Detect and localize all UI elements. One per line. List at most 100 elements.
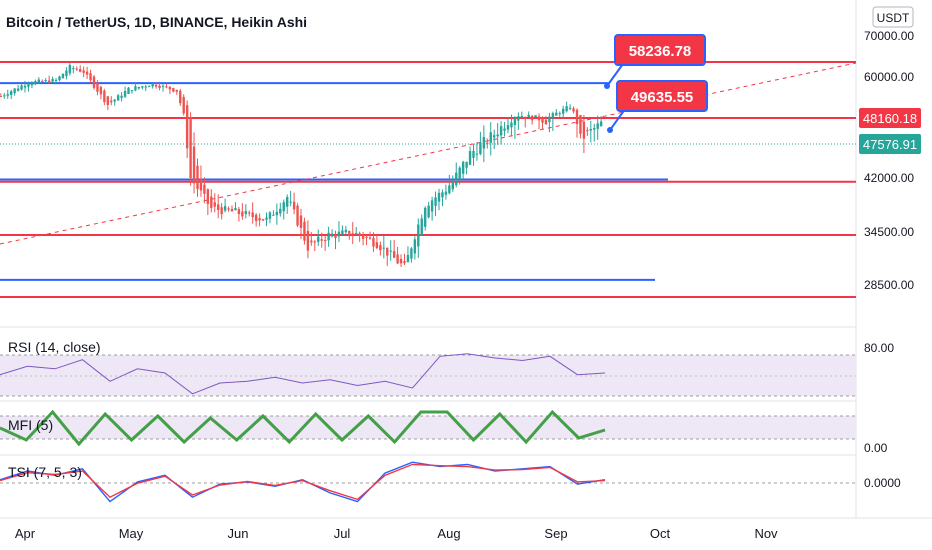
candle — [244, 211, 247, 214]
candle — [261, 219, 265, 221]
candle — [323, 239, 327, 241]
x-tick-may: May — [119, 526, 144, 541]
mfi-line — [0, 409, 606, 447]
trend-line[interactable] — [0, 62, 857, 245]
candle — [524, 116, 527, 118]
candle — [499, 126, 503, 136]
callout-upper[interactable]: 58236.78 — [604, 34, 706, 89]
candle — [203, 184, 206, 194]
candle — [286, 197, 289, 207]
currency-badge[interactable]: USDT — [872, 6, 914, 28]
candle — [179, 90, 182, 104]
price-label-current: 47576.91 — [859, 134, 921, 154]
price-label-red-box — [859, 108, 921, 128]
callout-upper-label: 58236.78 — [629, 43, 692, 60]
candle — [427, 205, 430, 218]
candle — [210, 196, 213, 208]
mfi-title: MFI (5) — [8, 417, 53, 433]
candle — [413, 239, 417, 254]
candle — [482, 137, 486, 149]
candle — [282, 202, 285, 212]
candle — [75, 68, 78, 70]
candle — [144, 86, 147, 88]
candle — [85, 71, 89, 75]
candle — [330, 233, 334, 237]
candle — [589, 128, 592, 131]
candle — [96, 82, 99, 92]
candle — [37, 79, 40, 83]
candle — [165, 86, 168, 88]
candle — [89, 73, 92, 81]
candle — [258, 217, 261, 221]
candle — [217, 204, 220, 210]
tsi-line — [0, 461, 606, 503]
candle — [348, 231, 351, 236]
candle — [568, 107, 572, 109]
price-axis[interactable]: 70000.00 60000.00 42000.00 34500.00 2850… — [864, 29, 914, 292]
candle — [341, 230, 344, 235]
candle — [317, 236, 320, 242]
candle — [530, 115, 534, 121]
currency-badge-box — [872, 6, 914, 28]
candle — [465, 161, 468, 168]
candle — [254, 214, 258, 222]
candle — [241, 211, 244, 217]
candle — [113, 99, 116, 102]
callout-lower[interactable]: 49635.55 — [607, 80, 708, 133]
candle — [544, 119, 548, 125]
candle — [237, 209, 241, 215]
candle — [572, 108, 575, 112]
callout-lower-box — [616, 80, 708, 112]
candle — [565, 106, 568, 112]
time-axis[interactable]: Apr May Jun Jul Aug Sep Oct Nov — [15, 526, 778, 541]
candle — [44, 79, 47, 82]
x-tick-sep: Sep — [544, 526, 567, 541]
price-label-current-box — [859, 134, 921, 154]
mfi-pane[interactable]: MFI (5) 0.00 — [0, 409, 888, 455]
candle — [292, 201, 296, 210]
candle — [230, 208, 234, 212]
candle — [79, 69, 82, 72]
candle — [461, 161, 465, 174]
candle — [548, 116, 551, 123]
rsi-pane[interactable]: RSI (14, close) 80.00 — [0, 339, 894, 397]
candle — [3, 95, 6, 97]
y-tick-28500: 28500.00 — [864, 278, 914, 292]
candle — [134, 86, 137, 91]
candle — [72, 68, 75, 70]
candle — [196, 165, 199, 189]
candle — [123, 91, 127, 97]
candles — [0, 63, 603, 267]
candle — [551, 113, 555, 118]
callout-upper-anchor — [604, 83, 610, 89]
callout-lower-label: 49635.55 — [631, 89, 694, 106]
candle — [368, 237, 372, 239]
candle — [430, 200, 434, 212]
candle — [386, 247, 389, 256]
candle — [161, 85, 165, 87]
candle — [434, 197, 437, 206]
y-tick-70000: 70000.00 — [864, 29, 914, 43]
candle — [472, 150, 475, 158]
candle — [127, 87, 130, 94]
candle — [351, 233, 354, 235]
candle — [506, 125, 510, 130]
candle — [375, 242, 379, 249]
candle — [379, 245, 382, 251]
candle — [513, 117, 517, 125]
candle — [441, 192, 444, 198]
price-levels — [0, 61, 856, 298]
tsi-pane[interactable]: TSI (7, 5, 3) 0.0000 — [0, 461, 901, 503]
candle — [110, 100, 113, 103]
y-tick-34500: 34500.00 — [864, 225, 914, 239]
candle — [27, 83, 30, 87]
candle — [103, 90, 106, 103]
candle — [579, 115, 582, 134]
rsi-tick-80: 80.00 — [864, 341, 894, 355]
candle — [296, 205, 299, 226]
candle — [0, 96, 3, 98]
candle — [417, 224, 420, 247]
candle — [337, 231, 341, 237]
candle — [489, 132, 492, 143]
